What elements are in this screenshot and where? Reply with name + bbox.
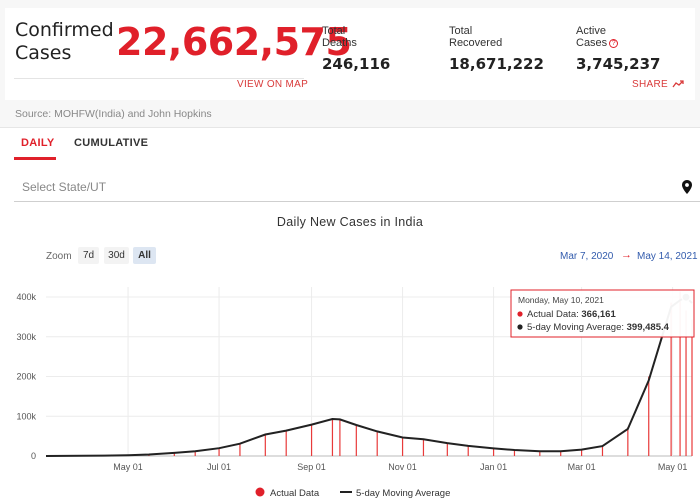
active-tab-indicator xyxy=(14,157,56,160)
bar xyxy=(513,450,516,456)
bar xyxy=(446,443,448,456)
source-note: Source: MOHFW(India) and John Hopkins xyxy=(15,108,212,120)
confirmed-cases-label: Confirmed Cases xyxy=(15,19,114,64)
total-deaths-label: Total Deaths xyxy=(322,25,357,49)
share-button[interactable]: SHARE xyxy=(632,79,684,90)
tab-cumulative[interactable]: CUMULATIVE xyxy=(74,137,149,149)
bar xyxy=(685,310,687,456)
confirmed-cases-value: 22,662,575 xyxy=(116,20,352,64)
legend-actual-marker xyxy=(255,487,265,497)
range-arrow: → xyxy=(621,249,632,261)
tooltip-average-marker xyxy=(517,324,523,330)
tooltip-actual: Actual Data: 366,161 xyxy=(527,309,616,320)
x-tick-label: May 01 xyxy=(113,462,143,472)
tooltip-actual-marker xyxy=(517,311,523,317)
bar xyxy=(648,376,650,456)
location-pin-icon xyxy=(682,180,692,194)
x-tick-label: May 01 xyxy=(658,462,688,472)
total-deaths-value: 246,116 xyxy=(322,55,391,73)
bar xyxy=(670,302,672,456)
range-from-date[interactable]: Mar 7, 2020 xyxy=(560,251,614,262)
divider xyxy=(14,78,304,79)
y-tick-label: 100k xyxy=(16,411,36,421)
total-recovered-stat: Total Recovered 18,671,222 xyxy=(449,25,544,73)
state-select-placeholder: Select State/UT xyxy=(22,180,107,194)
legend-moving-average[interactable]: 5-day Moving Average xyxy=(356,488,450,499)
active-cases-value: 3,745,237 xyxy=(576,55,661,73)
bar xyxy=(539,451,541,456)
bar xyxy=(264,434,266,456)
bar xyxy=(580,449,583,456)
moving-average-line xyxy=(45,295,693,457)
bar xyxy=(331,418,334,456)
legend-actual-data[interactable]: Actual Data xyxy=(270,488,320,499)
tooltip-average: 5-day Moving Average: 399,485.4 xyxy=(527,322,670,333)
bar xyxy=(401,437,404,456)
daily-cases-chart[interactable]: 0 100k 200k 300k 400k May 01 Jul 01 Sep 01 Nov … xyxy=(0,265,700,500)
range-to-date[interactable]: May 14, 2021 xyxy=(637,251,698,262)
zoom-all-button[interactable]: All xyxy=(133,247,156,264)
total-deaths-stat: Total Deaths 246,116 xyxy=(322,25,390,73)
x-tick-label: Jan 01 xyxy=(480,462,507,472)
stats-card xyxy=(5,8,695,100)
bar xyxy=(560,451,562,456)
bar xyxy=(339,419,341,456)
x-tick-label: Nov 01 xyxy=(388,462,417,472)
bar xyxy=(194,451,196,456)
state-select[interactable]: Select State/UT xyxy=(14,172,700,202)
x-tick-label: Sep 01 xyxy=(297,462,326,472)
active-cases-label: Active Cases? xyxy=(576,25,660,49)
y-axis-ticks: 0 100k 200k 300k 400k xyxy=(16,292,36,461)
bar xyxy=(218,448,220,456)
y-tick-label: 200k xyxy=(16,372,36,382)
y-tick-label: 300k xyxy=(16,332,36,342)
bar xyxy=(285,430,287,456)
share-icon xyxy=(672,80,684,88)
tab-daily[interactable]: DAILY xyxy=(21,137,55,149)
help-icon[interactable]: ? xyxy=(609,39,619,48)
x-tick-label: Jul 01 xyxy=(207,462,231,472)
x-axis-ticks: May 01 Jul 01 Sep 01 Nov 01 Jan 01 Mar 01 May … xyxy=(113,462,687,472)
bar xyxy=(492,448,495,456)
bar xyxy=(239,443,241,456)
bar xyxy=(679,291,681,456)
chart-tooltip: Monday, May 10, 2021 Actual Data: 366,16… xyxy=(510,289,695,338)
bar xyxy=(422,439,425,456)
chart-legend: Actual Data 5-day Moving Average xyxy=(255,487,450,499)
bar xyxy=(627,427,629,456)
zoom-label: Zoom xyxy=(46,251,72,262)
stats-panel: Confirmed Cases 22,662,575 Total Deaths … xyxy=(0,0,700,128)
bar xyxy=(355,424,357,456)
y-tick-label: 0 xyxy=(31,451,36,461)
bar xyxy=(467,446,469,456)
total-recovered-value: 18,671,222 xyxy=(449,55,544,73)
x-tick-label: Mar 01 xyxy=(568,462,596,472)
zoom-30d-button[interactable]: 30d xyxy=(104,247,129,264)
view-on-map-link[interactable]: VIEW ON MAP xyxy=(237,79,309,90)
chart-title: Daily New Cases in India xyxy=(276,215,424,229)
tooltip-date: Monday, May 10, 2021 xyxy=(518,295,604,305)
actual-data-bars xyxy=(82,291,693,456)
total-recovered-label: Total Recovered xyxy=(449,25,503,49)
bar xyxy=(173,452,175,456)
y-tick-label: 400k xyxy=(16,292,36,302)
bar xyxy=(601,445,604,456)
bar xyxy=(376,431,378,456)
bar xyxy=(310,424,313,456)
zoom-7d-button[interactable]: 7d xyxy=(78,247,99,264)
active-cases-stat: Active Cases? 3,745,237 xyxy=(576,25,660,73)
bar xyxy=(691,319,693,456)
